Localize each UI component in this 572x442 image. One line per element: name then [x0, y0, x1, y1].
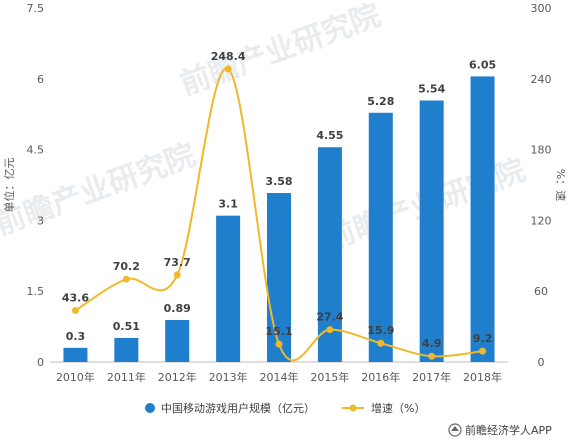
bar-data-label: 0.89	[164, 302, 191, 315]
bar-data-label: 0.3	[66, 330, 86, 343]
line-point	[224, 65, 232, 73]
x-axis-ticks: 2010年 2011年 2012年 2013年 2014年 2015年 2016年 2017年…	[56, 370, 502, 384]
x-tick-label: 2014年	[260, 370, 299, 384]
y2-tick-label: 240	[531, 73, 552, 86]
line-point	[428, 352, 436, 360]
line-data-label: 248.4	[211, 50, 246, 63]
line-point	[377, 339, 385, 347]
legend-line-label: 增速（%）	[371, 401, 425, 415]
y2-tick-label: 180	[531, 144, 552, 157]
bar	[419, 100, 444, 363]
line-data-label: 27.4	[316, 311, 343, 324]
footer-logo-icon	[448, 423, 462, 437]
x-tick-label: 2013年	[209, 370, 248, 384]
bar	[470, 76, 495, 362]
bar	[63, 347, 88, 362]
y-tick-label: 4.5	[27, 144, 45, 157]
y2-tick-label: 60	[534, 285, 548, 298]
bar-data-label: 0.51	[113, 320, 140, 333]
left-axis-ticks: 0 1.5 3 4.5 6 7.5	[27, 2, 45, 369]
legend-bar-label: 中国移动游戏用户规模（亿元）	[161, 401, 315, 415]
y-tick-label: 1.5	[27, 285, 45, 298]
legend-line-marker-dot	[349, 404, 357, 412]
y2-tick-label: 0	[538, 356, 545, 369]
footer-text: 前瞻经济学人APP	[465, 423, 552, 437]
y-tick-label: 0	[37, 356, 44, 369]
legend-bar-marker	[145, 403, 155, 413]
bar	[267, 193, 291, 362]
line-data-label: 9.2	[473, 332, 493, 345]
x-tick-label: 2016年	[361, 370, 400, 384]
footer: 前瞻经济学人APP	[448, 423, 552, 437]
footer-logo-mark	[451, 426, 459, 431]
line-data-label: 15.9	[367, 324, 394, 337]
bar	[368, 112, 393, 362]
legend: 中国移动游戏用户规模（亿元） 增速（%）	[145, 401, 425, 415]
bar-data-label: 6.05	[469, 58, 496, 71]
bar-data-labels: 0.3 0.51 0.89 3.1 3.58 4.55 5.28 5.54 6.05	[66, 58, 496, 342]
y-tick-label: 3	[37, 214, 44, 227]
watermark: 前瞻产业研究院	[176, 0, 385, 103]
bar	[165, 319, 190, 362]
y-tick-label: 6	[37, 73, 44, 86]
y2-tick-label: 300	[531, 2, 552, 15]
x-tick-label: 2015年	[310, 370, 349, 384]
line-data-label: 4.9	[422, 337, 442, 350]
line-data-label: 43.6	[62, 292, 89, 305]
watermarks: 前瞻产业研究院前瞻产业研究院前瞻产业研究院	[0, 0, 530, 258]
y-axis-title: 单位：亿元	[2, 158, 16, 213]
bar-data-label: 5.54	[418, 83, 445, 96]
line-point	[479, 347, 487, 355]
y-tick-label: 7.5	[27, 2, 45, 15]
line-data-label: 15.1	[265, 325, 292, 338]
x-tick-label: 2011年	[107, 370, 146, 384]
line-point	[275, 340, 283, 348]
bar	[114, 337, 139, 362]
x-tick-label: 2017年	[412, 370, 451, 384]
growth-line	[74, 67, 483, 362]
y2-axis-title: %：速	[554, 169, 567, 201]
bar-data-label: 3.58	[265, 175, 292, 188]
bar	[216, 215, 241, 362]
line-point	[122, 275, 130, 283]
line-data-label: 70.2	[113, 260, 140, 273]
bar-series	[63, 76, 495, 363]
line-point	[173, 271, 181, 279]
x-tick-label: 2012年	[158, 370, 197, 384]
right-axis-ticks: 0 60 120 180 240 300	[531, 2, 552, 369]
y2-tick-label: 120	[531, 214, 552, 227]
bar-data-label: 4.55	[316, 129, 343, 142]
line-point	[326, 326, 334, 334]
x-tick-label: 2018年	[463, 370, 502, 384]
line-point	[71, 307, 79, 315]
x-tick-label: 2010年	[56, 370, 95, 384]
line-series	[71, 65, 487, 362]
line-data-label: 73.7	[164, 256, 191, 269]
line-data-labels: 43.6 70.2 73.7 248.4 15.1 27.4 15.9 4.9 9.2	[62, 50, 492, 350]
bar-data-label: 5.28	[367, 95, 394, 108]
bar-data-label: 3.1	[218, 198, 238, 211]
